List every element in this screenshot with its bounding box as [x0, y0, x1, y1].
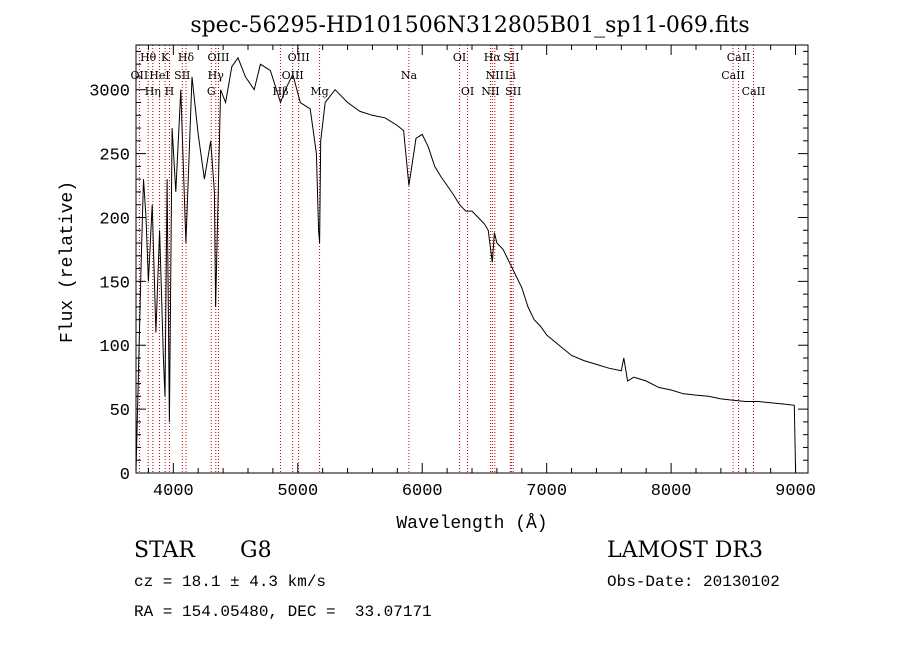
x-tick-label-3: 7000: [526, 482, 567, 501]
x-tick-label-4: 8000: [651, 482, 692, 501]
line-label-15: Na: [401, 69, 418, 82]
x-tick-label-2: 6000: [402, 482, 443, 501]
line-label-9: Hγ: [208, 69, 225, 82]
y-tick-label-6: 3000: [89, 83, 130, 102]
line-label-24: CaII: [727, 51, 751, 64]
y-axis: 0 50 100 150 200 250 3000: [89, 50, 808, 485]
line-label-21: Li: [505, 69, 516, 82]
line-label-19: SII: [503, 51, 519, 64]
line-label-26: CaII: [742, 85, 766, 98]
x-tick-label-5: 9000: [775, 482, 816, 501]
line-label-6: H: [165, 85, 175, 98]
plot-frame: [135, 44, 809, 474]
x-axis-label: Wavelength (Å): [396, 513, 547, 534]
line-label-20: NII: [486, 69, 504, 82]
line-label-10: G: [207, 85, 216, 98]
line-label-12: OIII: [288, 51, 310, 64]
line-label-1: OII: [131, 69, 149, 82]
line-label-18: Hα: [484, 51, 502, 64]
line-label-16: OI: [453, 51, 466, 64]
y-tick-label-4: 200: [99, 210, 130, 229]
chart-title: spec-56295-HD101506N312805B01_sp11-069.f…: [190, 13, 749, 38]
line-label-7: Hδ: [178, 51, 195, 64]
line-label-8: OIII: [207, 51, 229, 64]
line-label-5: SII: [174, 69, 190, 82]
spectrum-chart: spec-56295-HD101506N312805B01_sp11-069.f…: [58, 13, 816, 534]
line-label-3: HeI: [149, 69, 169, 82]
line-label-11: Hβ: [273, 85, 289, 98]
line-label-0: Hθ: [140, 51, 157, 64]
x-axis: 4000 5000 6000 7000 8000 9000: [147, 45, 816, 501]
obs-date: Obs-Date: 20130102: [607, 573, 780, 591]
y-tick-label-2: 100: [99, 338, 130, 357]
line-label-22: NII: [481, 85, 499, 98]
y-tick-label-5: 250: [99, 147, 130, 166]
y-tick-label-1: 50: [110, 402, 130, 421]
spectrum-line: [135, 56, 797, 474]
subclass: G8: [240, 538, 272, 563]
y-tick-label-0: 0: [120, 466, 130, 485]
x-tick-label-1: 5000: [277, 482, 318, 501]
spectral-line-markers: [138, 45, 754, 473]
line-label-23: SII: [505, 85, 521, 98]
line-label-2: Hη: [145, 85, 161, 98]
y-axis-label: Flux (relative): [58, 181, 78, 343]
survey-name: LAMOST DR3: [607, 538, 763, 563]
line-label-17: OI: [461, 85, 474, 98]
y-tick-label-3: 150: [99, 274, 130, 293]
object-class: STAR: [134, 538, 195, 563]
line-label-25: CaII: [721, 69, 745, 82]
x-tick-label-0: 4000: [153, 482, 194, 501]
line-label-4: K: [161, 51, 170, 64]
line-label-14: Mg: [310, 85, 328, 98]
coordinates: RA = 154.05480, DEC = 33.07171: [134, 603, 432, 621]
redshift-cz: cz = 18.1 ± 4.3 km/s: [134, 573, 327, 591]
